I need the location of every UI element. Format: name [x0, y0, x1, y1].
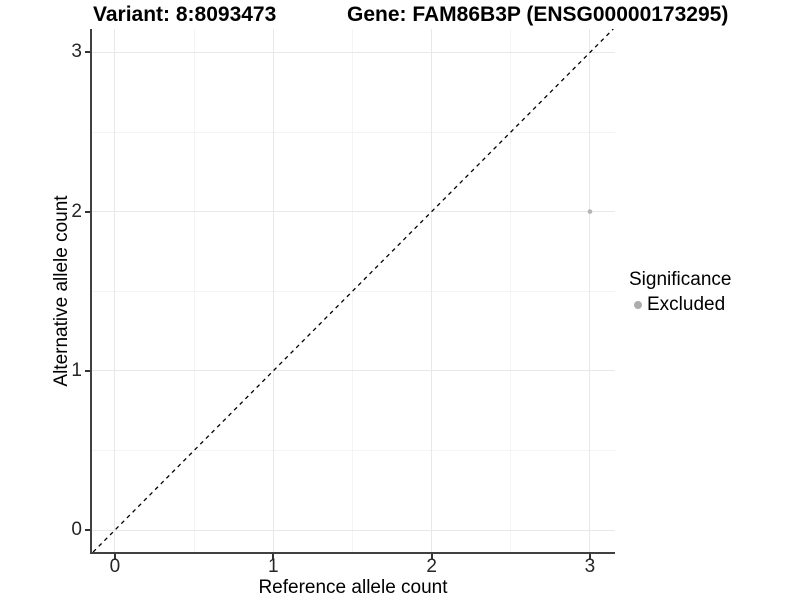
x-axis-line	[90, 552, 615, 554]
plot-layer	[92, 29, 614, 552]
legend: Significance Excluded	[629, 269, 731, 316]
y-tick-label: 1	[71, 359, 82, 381]
x-axis-title: Reference allele count	[258, 577, 448, 598]
x-tick-label: 3	[584, 556, 596, 577]
gridline-minor-h	[92, 290, 615, 292]
excluded-point-icon	[634, 301, 642, 309]
gridline-minor-h	[92, 449, 615, 451]
gridline-minor-v	[510, 29, 512, 552]
legend-item-label: Excluded	[647, 294, 726, 315]
legend-title: Significance	[629, 269, 732, 290]
gridline-major-h	[92, 529, 615, 531]
gridline-major-h	[92, 211, 615, 213]
y-tick-label: 2	[71, 200, 82, 222]
x-tick-label: 2	[426, 556, 437, 577]
gene-title: Gene: FAM86B3P (ENSG00000173295)	[347, 3, 729, 26]
y-tick-mark	[85, 51, 90, 54]
x-tick-label: 1	[268, 556, 279, 577]
y-axis-title: Alternative allele count	[51, 195, 72, 387]
x-tick-mark	[113, 554, 116, 559]
x-tick-mark	[430, 554, 433, 559]
y-tick-mark	[85, 529, 90, 532]
gridline-major-h	[92, 370, 615, 372]
gridline-major-v	[114, 29, 116, 552]
y-tick-mark	[85, 369, 90, 372]
gridline-major-h	[92, 51, 615, 53]
identity-dashed-line	[92, 29, 614, 552]
y-tick-label: 0	[71, 519, 82, 541]
data-point	[587, 209, 593, 214]
variant-title: Variant: 8:8093473	[93, 3, 277, 26]
x-tick-mark	[588, 554, 591, 559]
y-tick-label: 3	[71, 41, 82, 63]
gridline-minor-h	[92, 131, 615, 133]
gridline-major-v	[589, 29, 591, 552]
plot-panel	[92, 29, 615, 552]
x-tick-label: 0	[109, 556, 121, 577]
gridline-major-v	[431, 29, 433, 552]
gridline-minor-v	[193, 29, 195, 552]
x-tick-mark	[272, 554, 275, 559]
gridline-major-v	[272, 29, 274, 552]
y-axis-line	[90, 29, 92, 554]
legend-item-excluded: Excluded	[629, 294, 731, 316]
y-tick-mark	[85, 210, 90, 213]
